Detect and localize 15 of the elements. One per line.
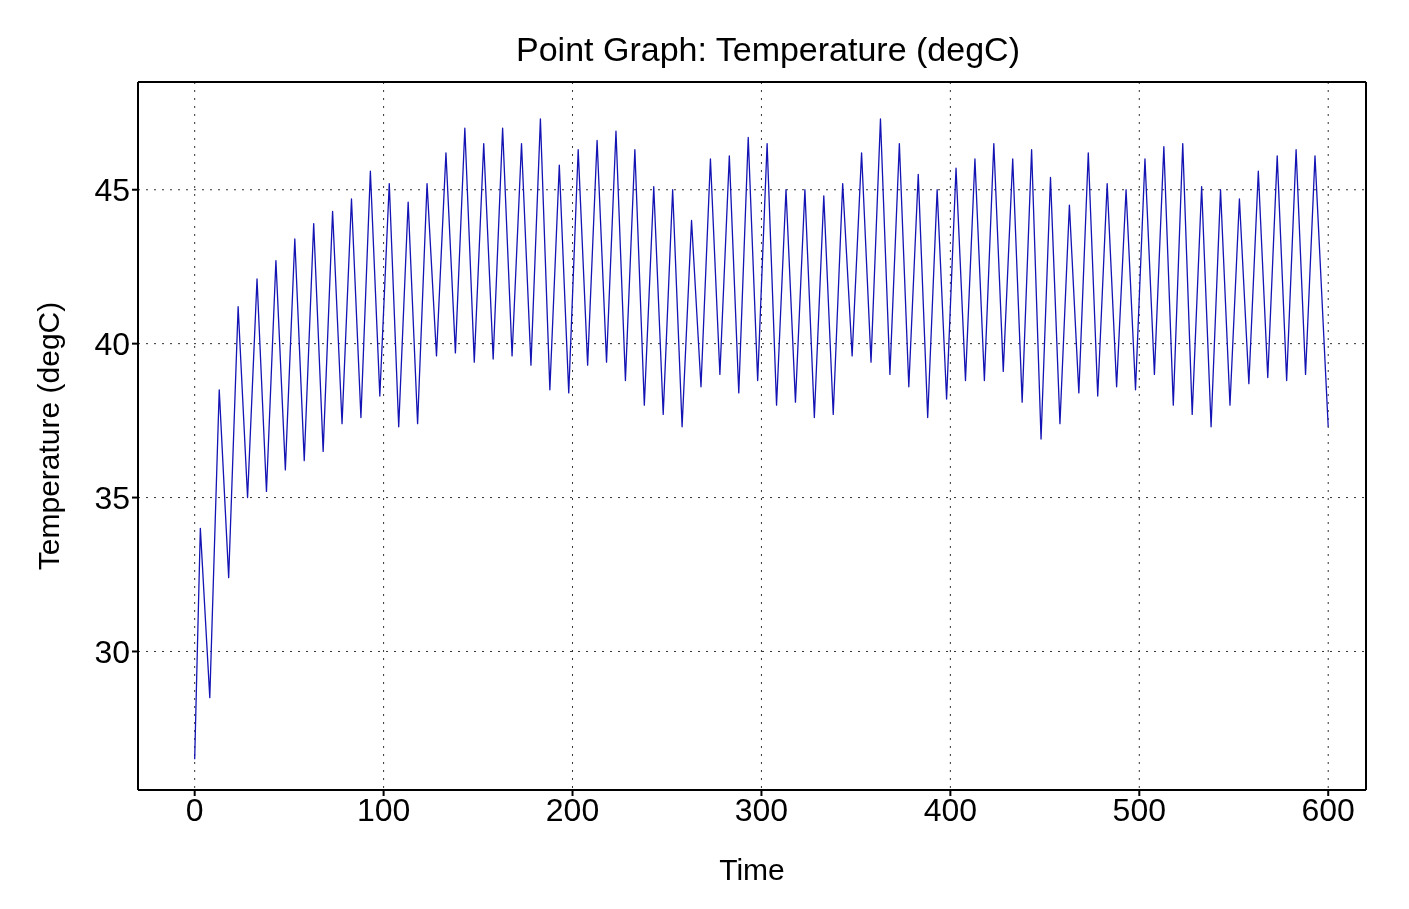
- x-axis-title: Time: [719, 853, 785, 886]
- x-tick-label: 300: [734, 791, 789, 828]
- x-tick-label: 0: [185, 791, 204, 828]
- y-tick-label: 35: [94, 479, 130, 516]
- x-tick-label: 500: [1112, 791, 1166, 828]
- x-tick-label: 100: [356, 791, 411, 828]
- y-tick-label: 40: [94, 326, 130, 363]
- y-tick-label: 30: [94, 633, 130, 670]
- chart-title: Point Graph: Temperature (degC): [515, 30, 1021, 70]
- line-series: [194, 118, 1329, 760]
- x-tick-label: 600: [1301, 791, 1355, 828]
- y-tick-label: 45: [94, 172, 130, 209]
- x-tick-label: 400: [923, 791, 978, 828]
- x-tick-label: 200: [545, 791, 600, 828]
- y-axis-title: Temperature (degC): [31, 301, 65, 571]
